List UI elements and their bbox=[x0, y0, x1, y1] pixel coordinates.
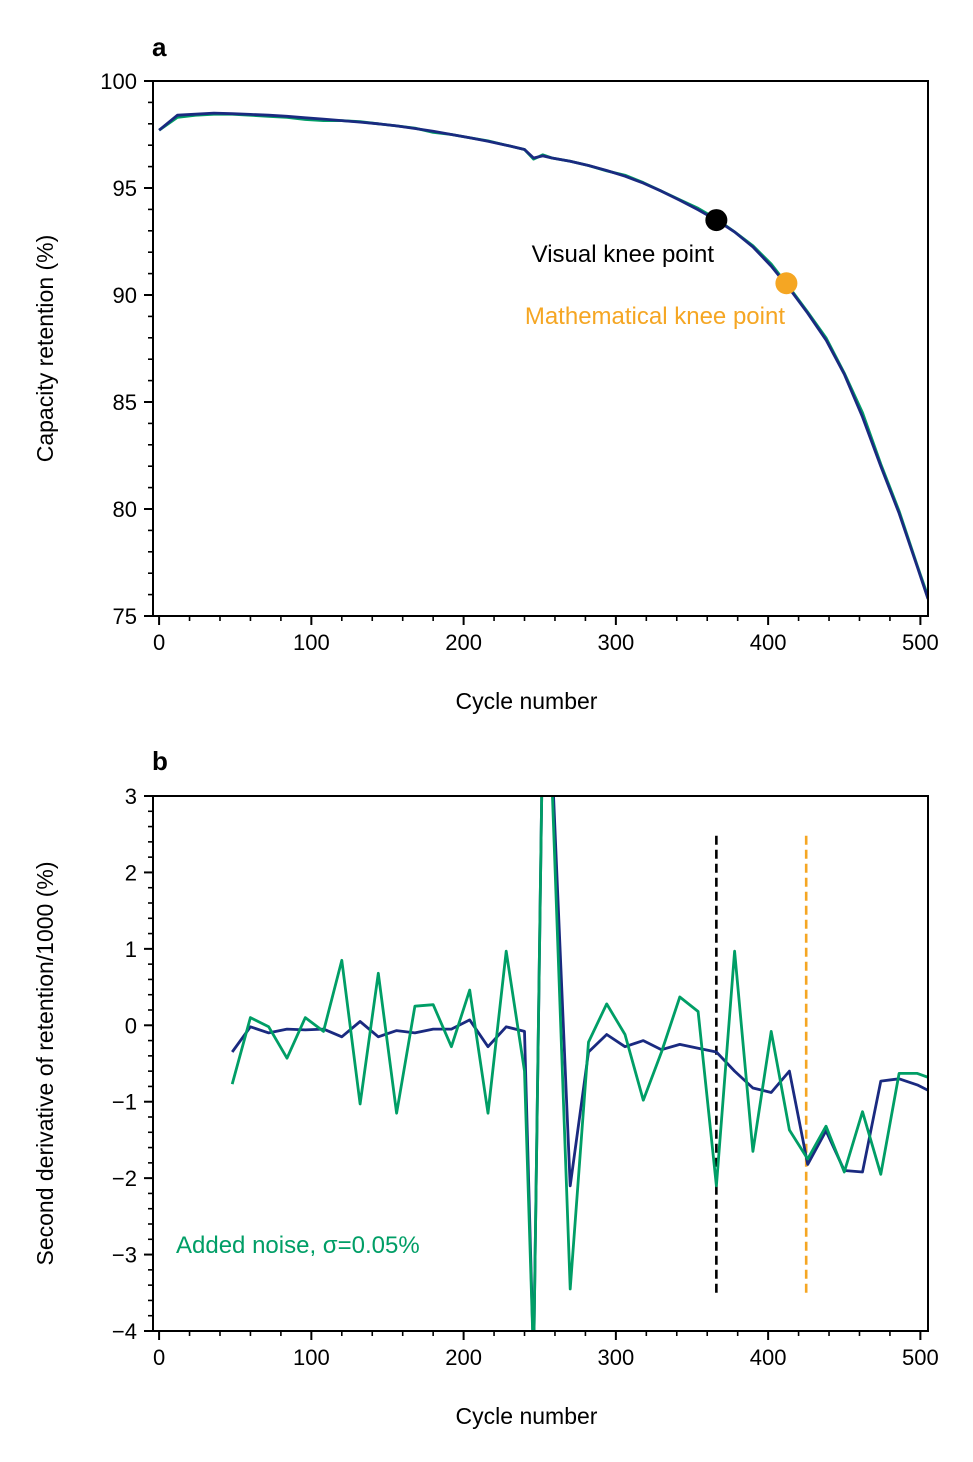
b-y-tick-label: −2 bbox=[112, 1166, 137, 1191]
panel-b-label: b bbox=[152, 746, 168, 776]
b-x-tick-label: 100 bbox=[293, 1345, 330, 1370]
visual-knee-point-label: Visual knee point bbox=[532, 241, 715, 268]
a-smooth-series-line bbox=[158, 111, 928, 600]
panel-b-y-axis-label: Second derivative of retention/1000 (%) bbox=[32, 861, 58, 1265]
a-y-tick-label: 85 bbox=[113, 390, 137, 415]
b-y-tick-label: −1 bbox=[112, 1090, 137, 1115]
a-x-tick-label: 300 bbox=[598, 630, 635, 655]
a-y-tick-label: 75 bbox=[113, 604, 137, 629]
mathematical-knee-point-label: Mathematical knee point bbox=[525, 303, 785, 330]
b-y-tick-label: 2 bbox=[125, 860, 137, 885]
b-x-tick-label: 300 bbox=[598, 1345, 635, 1370]
noise-annotation: Added noise, σ=0.05% bbox=[176, 1232, 420, 1259]
panel-a-ticks: 0 100 200 300 400 500 75 80 85 90 95 100 bbox=[100, 69, 938, 655]
panel-b-ticks: 0 100 200 300 400 500 −4 −3 −2 −1 0 1 2 3 bbox=[112, 784, 939, 1370]
panel-a-y-axis-label: Capacity retention (%) bbox=[32, 235, 58, 463]
b-x-tick-label: 400 bbox=[750, 1345, 787, 1370]
a-y-tick-label: 100 bbox=[100, 69, 137, 94]
panel-a-label: a bbox=[152, 32, 167, 62]
b-y-tick-label: 3 bbox=[125, 784, 137, 809]
b-y-tick-label: 0 bbox=[125, 1013, 137, 1038]
b-x-tick-label: 200 bbox=[445, 1345, 482, 1370]
b-x-tick-label: 500 bbox=[902, 1345, 939, 1370]
a-x-tick-label: 100 bbox=[293, 630, 330, 655]
a-x-tick-label: 200 bbox=[445, 630, 482, 655]
panel-a: a 0 100 200 300 400 500 75 80 85 90 95 100 Cycle nu… bbox=[32, 32, 939, 714]
a-x-tick-label: 0 bbox=[153, 630, 165, 655]
b-x-tick-label: 0 bbox=[153, 1345, 165, 1370]
panel-a-axes-frame bbox=[152, 80, 929, 617]
b-y-tick-label: 1 bbox=[125, 937, 137, 962]
panel-b-axes-frame bbox=[152, 795, 929, 1332]
b-smooth-series-line bbox=[231, 796, 928, 1331]
a-noisy-series-line bbox=[158, 112, 928, 598]
b-noisy-series-line bbox=[230, 796, 928, 1331]
a-x-tick-label: 400 bbox=[750, 630, 787, 655]
a-x-tick-label: 500 bbox=[902, 630, 939, 655]
b-y-tick-label: −3 bbox=[112, 1243, 137, 1268]
a-y-tick-label: 80 bbox=[113, 497, 137, 522]
panel-b: b 0 100 200 300 400 500 −4 −3 −2 −1 0 1 2 3 Cycle num… bbox=[32, 746, 939, 1429]
panel-a-x-axis-label: Cycle number bbox=[456, 688, 598, 714]
a-y-tick-label: 90 bbox=[113, 283, 137, 308]
math-knee-point-marker bbox=[775, 272, 798, 295]
panel-b-x-axis-label: Cycle number bbox=[456, 1403, 598, 1429]
b-y-tick-label: −4 bbox=[112, 1319, 137, 1344]
panel-a-plot-area bbox=[158, 111, 928, 600]
panel-b-plot-area bbox=[230, 796, 928, 1331]
a-y-tick-label: 95 bbox=[113, 176, 137, 201]
visual-knee-point-marker bbox=[705, 209, 728, 232]
